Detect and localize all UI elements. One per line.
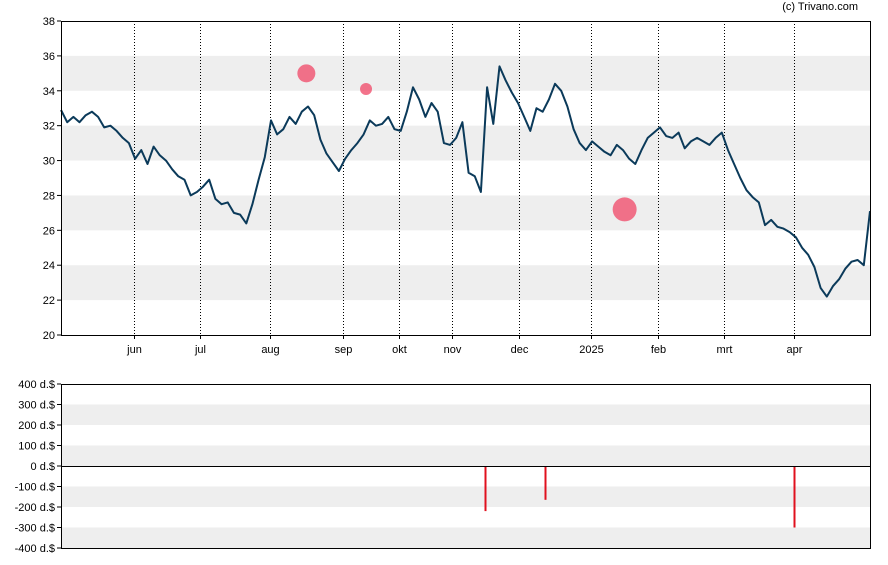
y-tick-label: 38 (43, 16, 55, 28)
price-series (60, 65, 871, 298)
y-tick-label: 26 (43, 225, 55, 237)
volume-band (61, 445, 870, 466)
watermark: (c) Trivano.com (782, 1, 858, 13)
volume-y-tick-label: -200 d.$ (15, 502, 55, 514)
x-tick-label: jul (194, 344, 206, 356)
x-tick-label: okt (392, 344, 407, 356)
x-tick-label: sep (335, 344, 353, 356)
volume-y-tick-label: 100 d.$ (18, 441, 55, 453)
volume-grid-bands (61, 404, 870, 548)
x-tick-label: apr (787, 344, 803, 356)
y-tick-label: 22 (43, 295, 55, 307)
price-grid-bands (61, 55, 870, 301)
volume-y-tick-label: 300 d.$ (18, 400, 55, 412)
trade-marker (612, 197, 637, 222)
x-tick-label: jun (126, 344, 142, 356)
trade-marker (297, 64, 316, 83)
y-tick-label: 34 (43, 86, 55, 98)
x-tick-label: feb (651, 344, 666, 356)
y-tick-label: 30 (43, 156, 55, 168)
price-band (61, 55, 870, 91)
volume-y-tick-label: -300 d.$ (15, 523, 55, 535)
volume-bars (484, 466, 796, 528)
y-tick-label: 24 (43, 260, 55, 272)
price-line (60, 65, 871, 298)
volume-y-tick-label: 400 d.$ (18, 379, 55, 391)
y-tick-label: 28 (43, 190, 55, 202)
y-tick-label: 36 (43, 51, 55, 63)
x-tick-label: mrt (717, 344, 733, 356)
volume-y-tick-label: -100 d.$ (15, 482, 55, 494)
y-tick-label: 32 (43, 121, 55, 133)
x-tick-label: dec (511, 344, 529, 356)
x-tick-label: 2025 (579, 344, 603, 356)
axis-labels: jun jul aug sep okt nov dec 2025 feb mrt apr 20 22 24… (15, 16, 803, 555)
trade-marker (360, 83, 373, 96)
x-tick-label: nov (444, 344, 462, 356)
trade-markers (297, 64, 637, 222)
volume-band (61, 527, 870, 548)
price-frame (61, 21, 871, 336)
volume-y-tick-label: -400 d.$ (15, 543, 55, 555)
price-band (61, 195, 870, 231)
volume-band (61, 404, 870, 425)
y-tick-label: 20 (43, 330, 55, 342)
volume-y-tick-label: 0 d.$ (31, 461, 55, 473)
volume-band (61, 486, 870, 507)
x-tick-label: aug (261, 344, 279, 356)
price-band (61, 265, 870, 301)
volume-y-tick-label: 200 d.$ (18, 420, 55, 432)
chart-frames (61, 21, 871, 549)
